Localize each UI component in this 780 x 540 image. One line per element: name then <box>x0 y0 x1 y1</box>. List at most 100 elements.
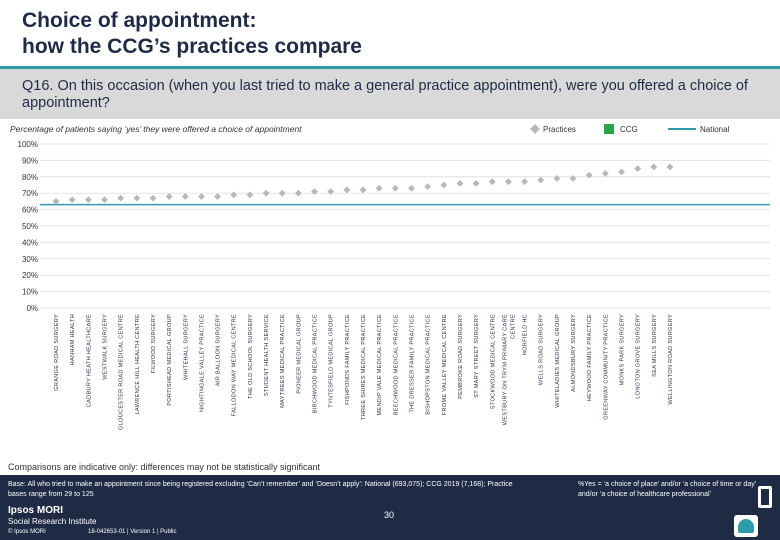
practice-marker <box>262 189 270 197</box>
practice-marker <box>440 181 448 189</box>
practice-marker <box>359 186 367 194</box>
x-tick-label: GRANGE ROAD SURGERY <box>54 314 60 391</box>
logo-sub-text: Social Research Institute <box>8 517 97 526</box>
y-tick-label: 90% <box>22 156 38 165</box>
legend-national-swatch <box>668 128 696 130</box>
practice-marker <box>311 188 318 195</box>
y-tick-label: 0% <box>26 304 38 313</box>
x-tick-label: BIRCHWOOD MEDICAL PRACTICE <box>313 314 319 413</box>
x-tick-label: GREENWAY COMMUNITY PRACTICE <box>603 314 609 420</box>
x-tick-label: AIR BALLOON SURGERY <box>216 314 222 386</box>
x-tick-label: WHITELADIES MEDICAL GROUP <box>555 314 561 408</box>
caveat-text: Comparisons are indicative only: differe… <box>8 462 320 472</box>
gridlines <box>40 143 770 309</box>
legend-ccg-label: CCG <box>620 125 638 134</box>
x-tick-label: THREE SHIRES MEDICAL PRACTICE <box>361 314 367 420</box>
practice-marker <box>472 179 480 187</box>
x-tick-label: STOCKWOOD MEDICAL CENTRE <box>490 314 496 409</box>
practice-marker <box>375 184 383 192</box>
x-tick-label: ST MARY STREET SURGERY <box>474 314 480 398</box>
x-tick-label: HORFIELD HC <box>523 314 529 355</box>
practice-marker <box>181 193 189 200</box>
legend-national: National <box>668 123 768 135</box>
y-tick-label: 10% <box>22 288 38 297</box>
x-tick-label: NIGHTINGALE VALLEY PRACTICE <box>199 314 205 412</box>
practice-marker <box>68 196 76 204</box>
legend-national-label: National <box>700 125 730 134</box>
x-tick-label: WELLINGTON ROAD SURGERY <box>668 314 674 405</box>
x-tick-label: ALMONDSBURY SURGERY <box>571 314 577 392</box>
x-tick-label: WELLS ROAD SURGERY <box>539 314 545 385</box>
practice-marker <box>424 183 432 191</box>
practice-marker <box>634 165 642 172</box>
practice-marker <box>327 188 335 195</box>
speaker-notes-icon[interactable] <box>758 486 772 508</box>
practice-marker <box>198 193 205 200</box>
speaker-notes-icon-inner <box>761 489 769 505</box>
slide-header: Choice of appointment: how the CCG’s pra… <box>0 0 780 66</box>
x-tick-label: BISHOPSTON MEDICAL PRACTICE <box>426 314 432 415</box>
y-tick-label: 20% <box>22 271 38 280</box>
practice-marker <box>456 179 464 187</box>
y-tick-label: 60% <box>22 206 38 215</box>
practices-chart: 0% 10% 20% 30% 40% 50% 60% 70% 80% 90% 100% GRANGE… <box>18 140 770 430</box>
x-tick-label: STUDENT HEALTH SERVICE <box>264 314 270 396</box>
y-axis-ticks: 0% 10% 20% 30% 40% 50% 60% 70% 80% 90% 100% <box>18 140 38 313</box>
practice-marker <box>246 191 254 199</box>
x-tick-label: CENTRE <box>510 314 516 339</box>
base-note: Base: All who tried to make an appointme… <box>8 481 513 498</box>
x-tick-label: BEECHWOOD MEDICAL PRACTICE <box>393 314 399 415</box>
x-axis-labels: GRANGE ROAD SURGERY HANHAM HEALTH CADBURY … <box>54 314 674 430</box>
practice-marker <box>84 196 92 204</box>
chart-subtitle: Percentage of patients saying ‘yes’ they… <box>10 124 302 134</box>
copyright-text: © Ipsos MORI <box>8 529 46 535</box>
practice-marker <box>521 178 528 186</box>
practice-marker <box>391 184 399 192</box>
logo-main-text: Ipsos MORI <box>8 505 64 516</box>
x-tick-label: THE OLD SCHOOL SURGERY <box>248 314 254 399</box>
practice-marker <box>149 194 157 202</box>
practice-marker <box>343 186 351 194</box>
practice-marker <box>601 170 609 177</box>
x-tick-label: SEA MILLS SURGERY <box>652 314 658 377</box>
x-tick-label: GLOUCESTER ROAD MEDICAL CENTRE <box>119 314 125 430</box>
legend-ccg-swatch <box>604 124 614 134</box>
ipsos-mark-shape <box>738 519 754 533</box>
question-text: Q16. On this occasion (when you last tri… <box>22 78 748 111</box>
legend-practices: Practices <box>530 123 590 135</box>
ipsos-logo: Ipsos MORI Social Research Institute <box>8 505 128 527</box>
practice-marker <box>537 176 545 184</box>
question-band: Q16. On this occasion (when you last tri… <box>0 69 780 119</box>
x-tick-label: HEYWOOD FAMILY PRACTICE <box>587 314 593 401</box>
legend-practices-label: Practices <box>543 125 576 134</box>
practice-marker <box>165 193 173 200</box>
x-tick-label: HANHAM HEALTH <box>70 314 76 365</box>
slide-title: Choice of appointment: how the CCG’s pra… <box>22 8 542 60</box>
x-tick-label: FROME VALLEY MEDICAL CENTRE <box>442 314 448 415</box>
y-tick-label: 40% <box>22 238 38 247</box>
y-tick-label: 80% <box>22 173 38 182</box>
practice-marker <box>666 163 674 171</box>
ipsos-mark-icon <box>734 515 758 537</box>
practice-marker <box>52 198 60 205</box>
x-tick-label: MAYTREES MEDICAL PRACTICE <box>280 314 286 408</box>
x-tick-label: WESTBURY ON TRYM PRIMARY CARE <box>502 314 508 425</box>
y-tick-label: 30% <box>22 255 38 264</box>
practice-marker <box>278 189 286 197</box>
slide-footer: Base: All who tried to make an appointme… <box>0 475 780 540</box>
x-tick-label: WESTWALK SURGERY <box>102 314 108 380</box>
practice-marker <box>618 168 625 176</box>
y-tick-label: 50% <box>22 222 38 231</box>
practice-marker <box>408 184 415 192</box>
x-tick-label: PIONEER MEDICAL GROUP <box>296 314 302 394</box>
page-number: 30 <box>384 510 395 520</box>
practice-marker <box>650 163 658 171</box>
x-tick-label: LAWRENCE HILL HEALTH CENTRE <box>135 314 141 415</box>
y-tick-label: 70% <box>22 189 38 198</box>
practice-marker <box>294 189 302 197</box>
practice-marker <box>569 175 577 182</box>
practice-marker <box>505 178 512 186</box>
practice-marker <box>133 194 141 202</box>
legend-practices-swatch <box>530 124 540 134</box>
title-line-2: how the CCG’s practices compare <box>22 35 362 58</box>
